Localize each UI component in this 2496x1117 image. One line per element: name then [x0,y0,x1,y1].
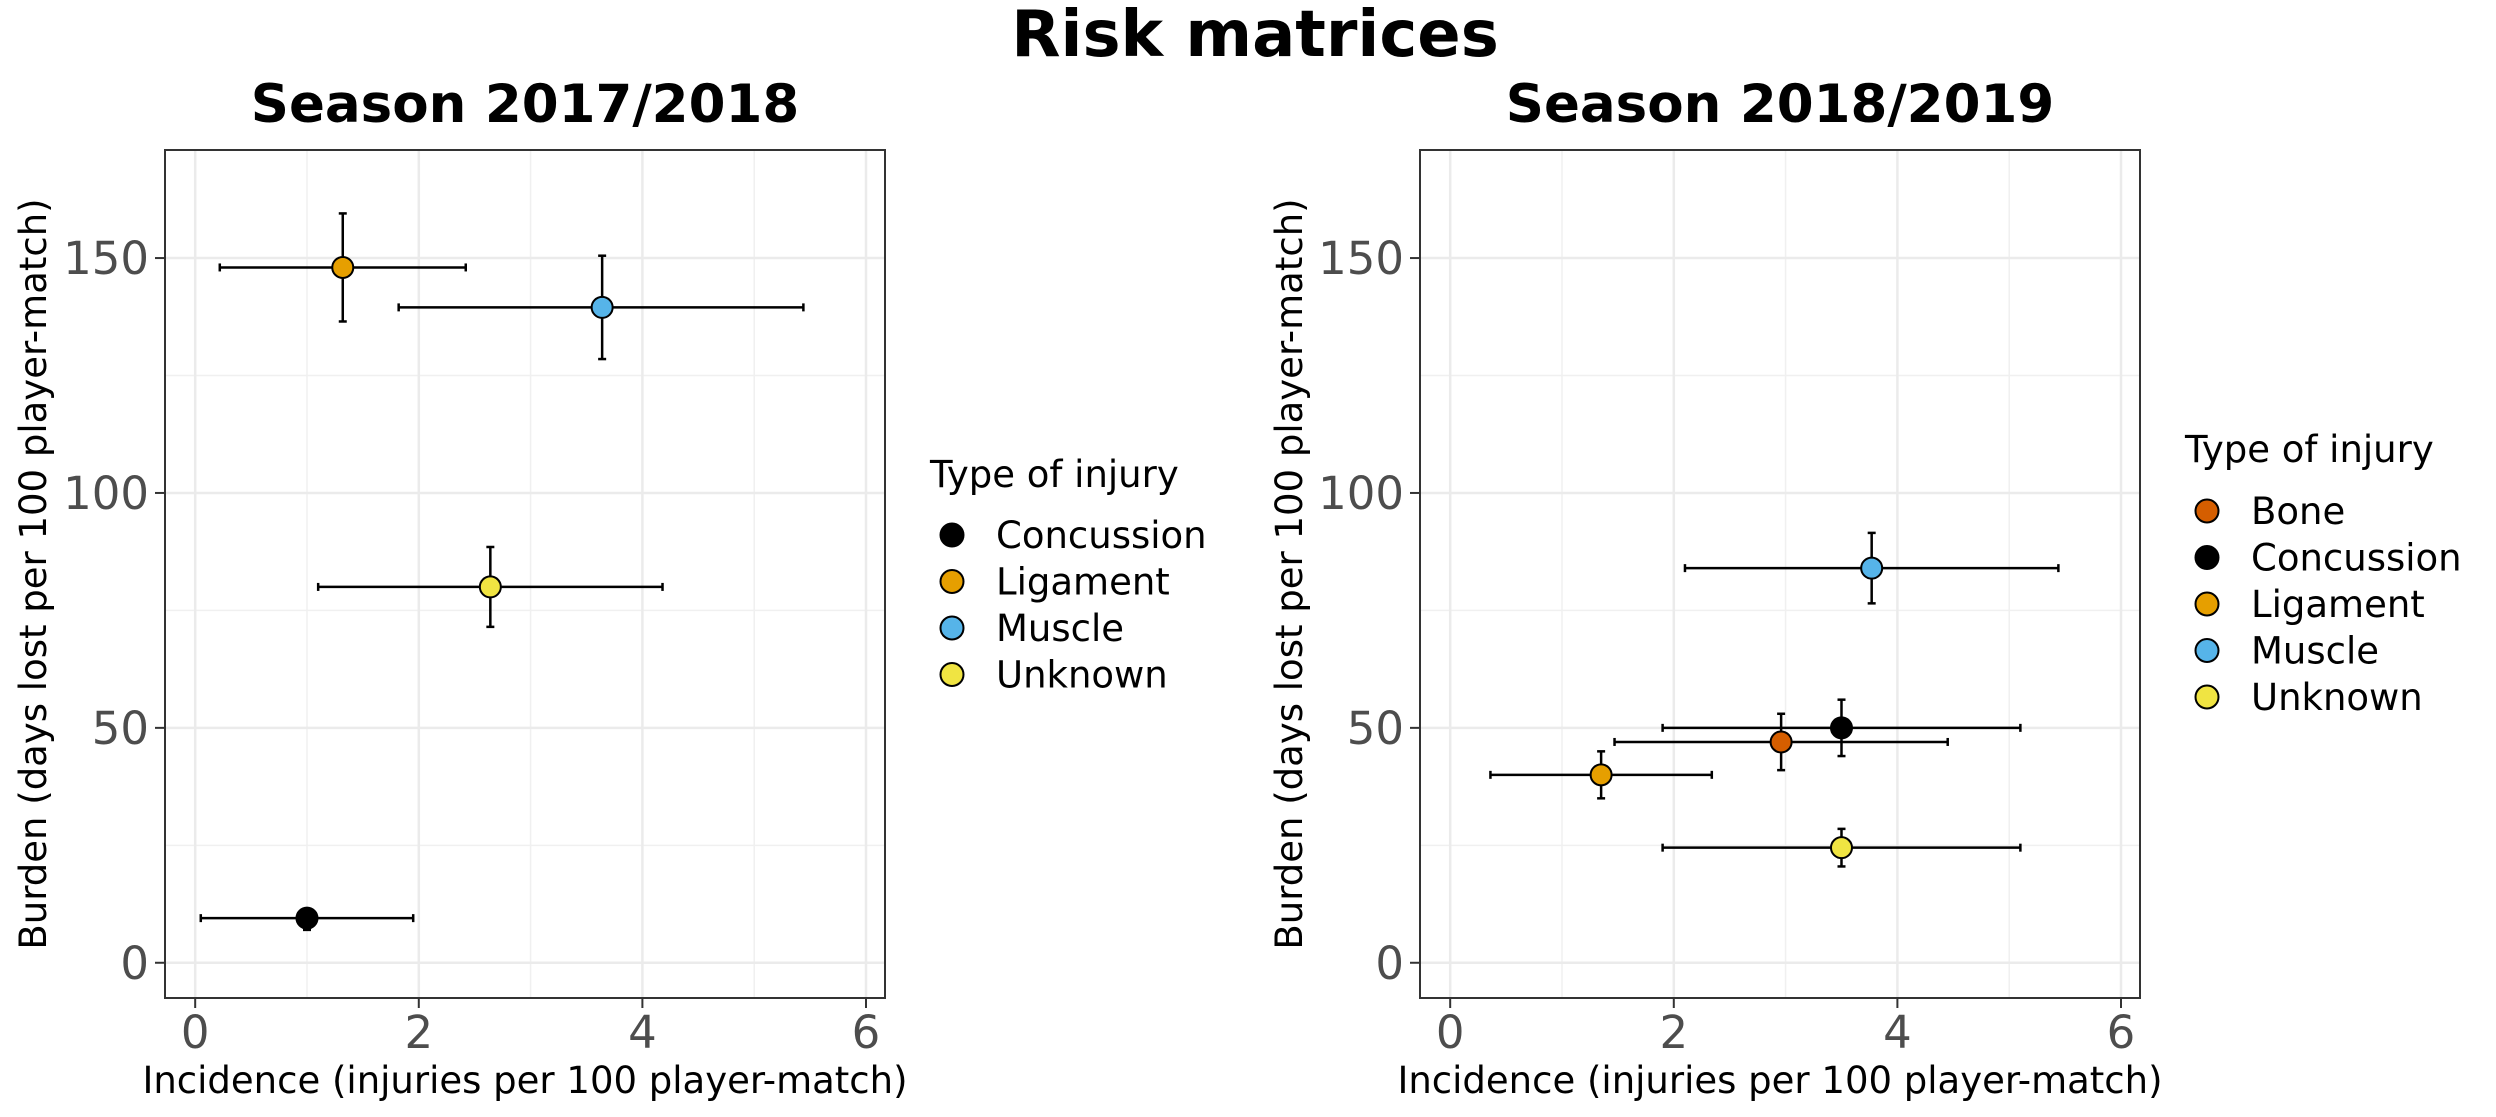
x-tick-label: 4 [628,1006,657,1059]
point-marker [590,295,614,319]
y-tick-label: 100 [63,467,149,520]
legend-item-ligament: Ligament [939,561,1170,604]
x-tick-label: 2 [404,1006,433,1059]
legend-label: Muscle [996,607,1124,650]
y-tick-label: 100 [1318,467,1404,520]
data-point-bone [1613,712,1949,772]
y-axis-title: Burden (days lost per 100 player-match) [1268,198,1311,949]
legend-key [939,522,965,548]
legend-label: Concussion [996,514,1207,557]
data-point-concussion [1661,698,2022,758]
legend-label: Unknown [2251,676,2423,719]
x-axis-title: Incidence (injuries per 100 player-match… [1397,1059,2162,1102]
data-point-muscle [1683,531,2060,605]
legend-title: Type of injury [929,453,1179,496]
chart-panel: Season 2017/2018 0 2 4 6 0 50 100 150 Incidence (… [12,74,1207,1102]
x-tick-label: 6 [852,1006,881,1059]
legend-item-concussion: Concussion [2194,537,2462,580]
data-point-unknown [316,545,664,629]
legend-item-concussion: Concussion [939,514,1207,557]
legend-label: Ligament [996,561,1170,604]
point-marker [1829,716,1853,740]
legend-key [939,569,965,594]
legend-key [939,615,965,641]
y-tick-label: 50 [1347,702,1404,755]
legend-item-muscle: Muscle [939,607,1124,650]
panel-title: Season 2017/2018 [251,74,799,135]
x-tick-label: 0 [181,1006,210,1059]
legend-item-unknown: Unknown [2194,676,2423,719]
point-marker [1829,836,1853,860]
legend-key [2194,638,2220,663]
legend-key [2194,545,2220,570]
legend-label: Ligament [2251,583,2425,626]
legend-label: Unknown [996,654,1168,697]
x-axis-title: Incidence (injuries per 100 player-match… [142,1059,907,1102]
data-point-ligament [218,212,467,323]
legend: Type of injury ConcussionLigamentMuscleUn… [929,453,1207,697]
y-axis-title: Burden (days lost per 100 player-match) [12,198,55,949]
x-tick-label: 2 [1659,1006,1688,1059]
legend: Type of injury BoneConcussionLigamentMusc… [2184,428,2462,719]
chart-panel: Season 2018/2019 0 2 4 6 0 50 100 150 Incidence (… [1268,74,2462,1102]
point-marker [478,575,502,599]
legend-item-unknown: Unknown [939,654,1168,697]
panel-border [1419,149,2141,999]
point-marker [1769,730,1793,754]
data-point-ligament [1489,750,1714,800]
data-point-concussion [199,906,415,932]
legend-key [2194,684,2220,710]
data-point-unknown [1661,827,2022,868]
data-point-muscle [397,254,805,361]
legend-item-bone: Bone [2194,490,2345,533]
y-tick-label: 150 [63,232,149,285]
legend-item-ligament: Ligament [2194,583,2425,626]
panel-border [164,149,886,999]
legend-item-muscle: Muscle [2194,630,2379,673]
y-tick-label: 50 [92,702,149,755]
point-marker [295,906,319,930]
x-tick-label: 4 [1883,1006,1912,1059]
legend-key [939,662,965,687]
point-marker [1589,763,1613,787]
x-tick-label: 6 [2107,1006,2136,1059]
y-tick-label: 0 [1375,937,1404,990]
panel-title: Season 2018/2019 [1506,74,2054,135]
point-marker [1860,556,1884,580]
y-tick-label: 0 [120,937,149,990]
figure-title: Risk matrices [1011,0,1499,72]
legend-key [2194,591,2220,617]
legend-label: Bone [2251,490,2345,533]
legend-title: Type of injury [2184,428,2434,471]
x-tick-label: 0 [1436,1006,1465,1059]
legend-key [2194,498,2220,524]
legend-label: Muscle [2251,630,2379,673]
legend-label: Concussion [2251,537,2462,580]
point-marker [331,255,355,279]
y-tick-label: 150 [1318,232,1404,285]
